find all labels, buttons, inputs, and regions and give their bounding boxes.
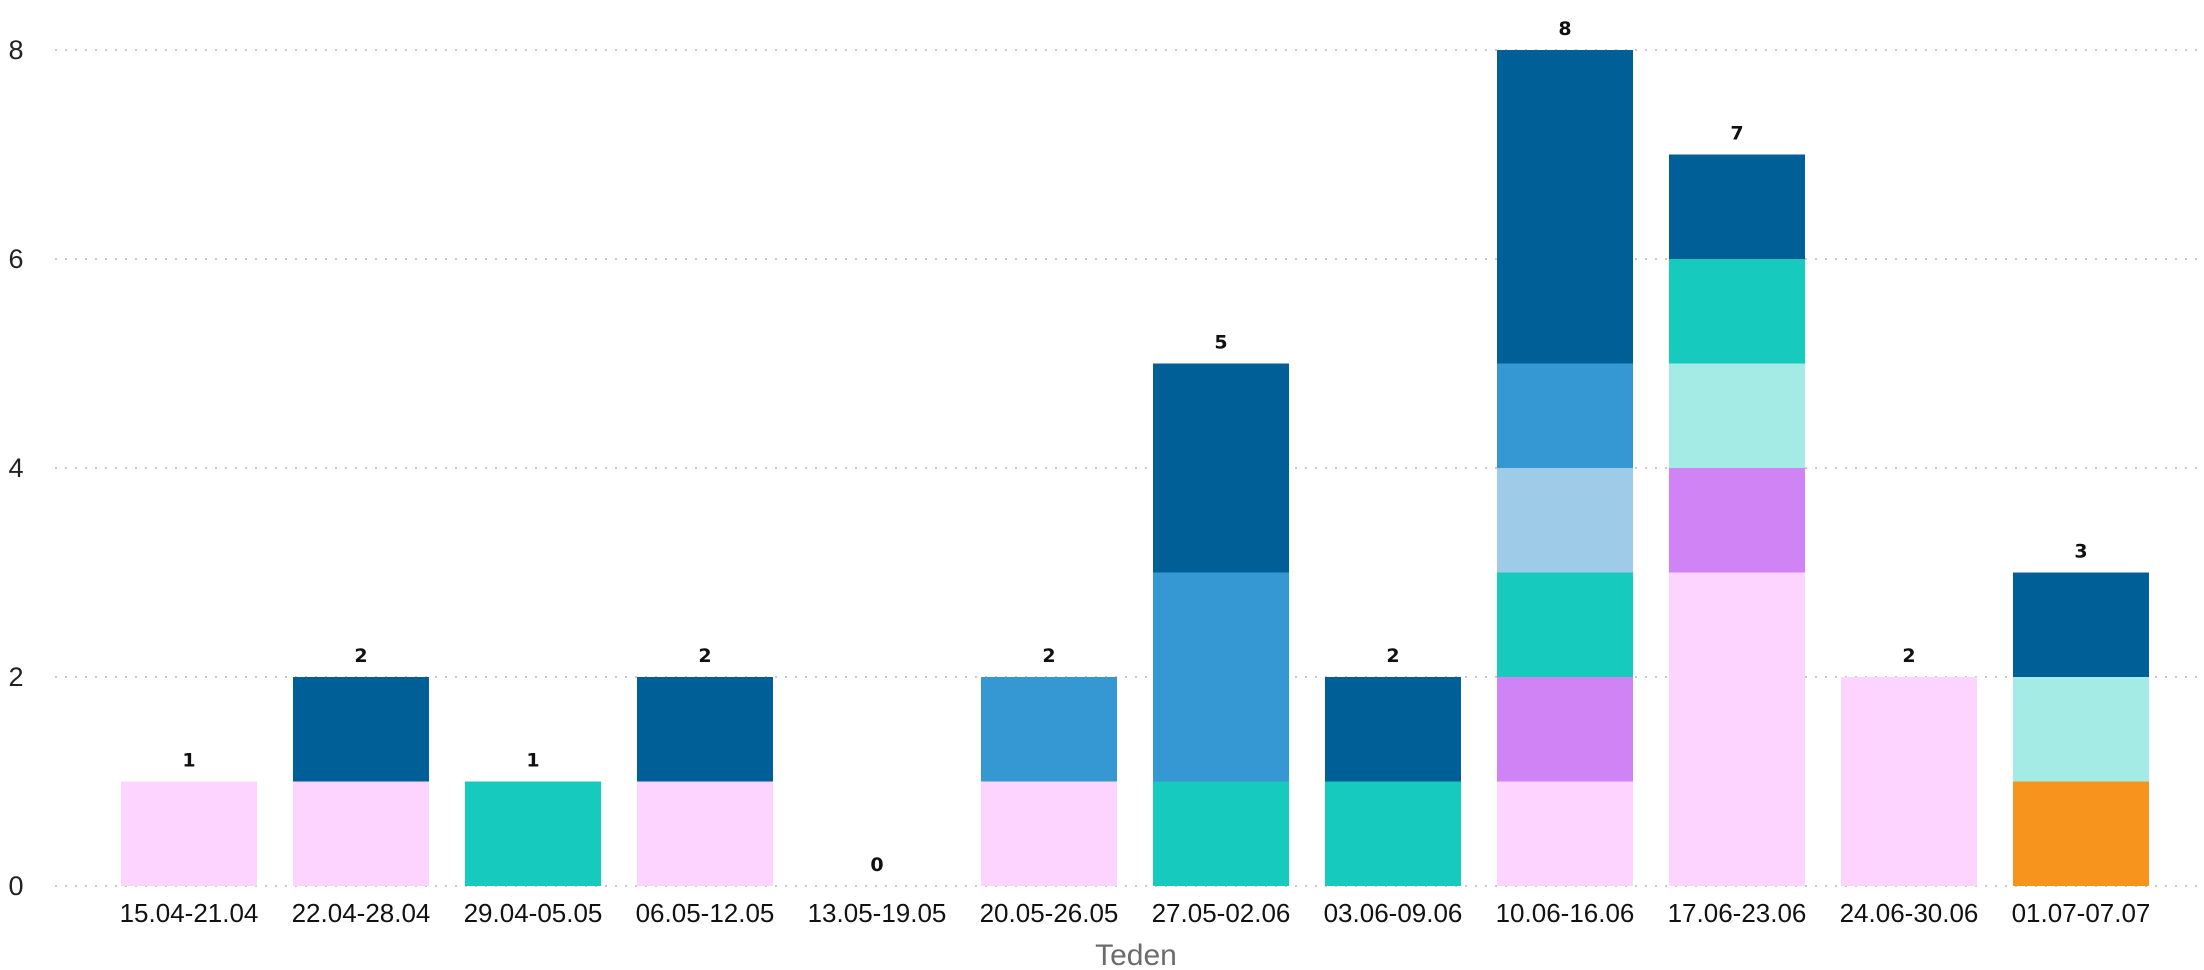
bar-segment xyxy=(981,781,1117,886)
bar-segment xyxy=(637,781,773,886)
x-category-label: 24.06-30.06 xyxy=(1840,898,1979,928)
bar-total-label: 1 xyxy=(182,750,195,772)
bar-total-label: 0 xyxy=(870,854,883,876)
bar-segment xyxy=(1497,677,1633,782)
bar-segment xyxy=(1497,781,1633,886)
bar-total-label: 2 xyxy=(1902,645,1915,667)
bar-segment xyxy=(1841,677,1977,886)
x-category-label: 29.04-05.05 xyxy=(464,898,603,928)
bar-segment xyxy=(981,677,1117,782)
y-axis-ticks: 0 2 4 6 8 xyxy=(8,35,23,901)
y-tick-label: 4 xyxy=(8,453,23,483)
bar-segment xyxy=(465,781,601,886)
bar-total-label: 1 xyxy=(526,750,539,772)
bar-segment xyxy=(637,677,773,782)
bar-segment xyxy=(1153,781,1289,886)
bar-segment xyxy=(1669,572,1805,886)
bar-segment xyxy=(1497,468,1633,573)
bar-total-label: 8 xyxy=(1558,18,1571,40)
x-category-label: 20.05-26.05 xyxy=(980,898,1119,928)
bar-total-label: 5 xyxy=(1214,332,1227,354)
x-category-label: 06.05-12.05 xyxy=(636,898,775,928)
bar-segment xyxy=(1153,572,1289,782)
y-tick-label: 8 xyxy=(8,35,23,65)
bar-segment xyxy=(1497,363,1633,468)
bar-total-labels: 1 2 1 2 0 2 5 2 8 7 2 3 xyxy=(182,18,2087,876)
bar-segment xyxy=(1497,572,1633,677)
x-category-label: 13.05-19.05 xyxy=(808,898,947,928)
bar-total-label: 3 xyxy=(2074,541,2087,563)
bar-segment xyxy=(2013,572,2149,677)
x-category-label: 15.04-21.04 xyxy=(120,898,259,928)
bar-segment xyxy=(1497,50,1633,364)
bar-segment xyxy=(1669,154,1805,259)
y-tick-label: 2 xyxy=(8,662,23,692)
bar-total-label: 2 xyxy=(1042,645,1055,667)
bar-segment xyxy=(1669,363,1805,468)
bars xyxy=(121,50,2149,886)
x-category-label: 17.06-23.06 xyxy=(1668,898,1807,928)
bar-segment xyxy=(121,781,257,886)
bar-total-label: 2 xyxy=(354,645,367,667)
bar-segment xyxy=(293,781,429,886)
y-tick-label: 0 xyxy=(8,871,23,901)
x-category-label: 03.06-09.06 xyxy=(1324,898,1463,928)
x-category-label: 10.06-16.06 xyxy=(1496,898,1635,928)
bar-segment xyxy=(2013,781,2149,886)
bar-total-label: 7 xyxy=(1730,123,1743,145)
x-category-label: 27.05-02.06 xyxy=(1152,898,1291,928)
bar-segment xyxy=(1325,781,1461,886)
x-category-label: 22.04-28.04 xyxy=(292,898,431,928)
bar-segment xyxy=(1153,363,1289,573)
bar-segment xyxy=(1669,259,1805,364)
bar-total-label: 2 xyxy=(1386,645,1399,667)
x-category-label: 01.07-07.07 xyxy=(2012,898,2151,928)
x-axis-title: Teden xyxy=(1095,939,1177,970)
bar-total-label: 2 xyxy=(698,645,711,667)
bar-segment xyxy=(2013,677,2149,782)
bar-segment xyxy=(1325,677,1461,782)
bar-segment xyxy=(293,677,429,782)
x-axis-categories: 15.04-21.04 22.04-28.04 29.04-05.05 06.05-1… xyxy=(120,898,2151,928)
y-tick-label: 6 xyxy=(8,244,23,274)
bar-segment xyxy=(1669,468,1805,573)
